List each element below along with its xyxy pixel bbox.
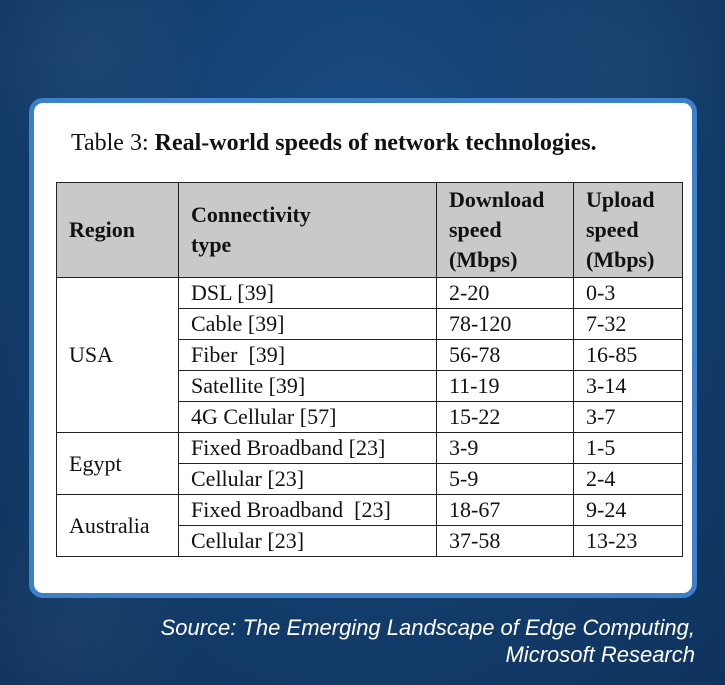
type-cell: Satellite [39] — [178, 370, 437, 402]
type-cell: Cellular [23] — [178, 525, 437, 557]
table-row: Fiber [39] 56-78 16-85 — [57, 339, 683, 371]
header-upload-line2: speed — [586, 217, 639, 242]
download-cell: 11-19 — [436, 370, 574, 402]
upload-cell: 9-24 — [573, 494, 683, 526]
type-cell: Fixed Broadband [23] — [178, 494, 437, 526]
header-region-label: Region — [69, 217, 135, 242]
header-connectivity: Connectivity type — [178, 182, 437, 278]
download-cell: 15-22 — [436, 401, 574, 433]
source-attribution: Source: The Emerging Landscape of Edge C… — [55, 614, 695, 668]
header-download-line3: (Mbps) — [449, 247, 518, 272]
download-cell: 18-67 — [436, 494, 574, 526]
download-cell: 37-58 — [436, 525, 574, 557]
download-cell: 3-9 — [436, 432, 574, 464]
header-connectivity-line1: Connectivity — [191, 202, 311, 227]
table-row: Australia Fixed Broadband [23] 18-67 9-2… — [56, 494, 683, 557]
region-cell: Australia — [56, 494, 179, 557]
header-upload: Upload speed (Mbps) — [573, 182, 683, 278]
upload-cell: 3-14 — [573, 370, 683, 402]
type-cell: DSL [39] — [178, 277, 437, 309]
source-line1: Source: The Emerging Landscape of Edge C… — [160, 615, 695, 640]
source-line2: Microsoft Research — [505, 642, 695, 667]
upload-cell: 3-7 — [573, 401, 683, 433]
table-row: Egypt Fixed Broadband [23] 3-9 1-5 — [56, 432, 683, 495]
header-download-line2: speed — [449, 217, 502, 242]
header-upload-line3: (Mbps) — [586, 247, 655, 272]
download-cell: 56-78 — [436, 339, 574, 371]
type-cell: Cellular [23] — [178, 463, 437, 495]
table-row: USA DSL [39] 2-20 0-3 — [56, 277, 683, 433]
region-cell: USA — [56, 277, 179, 433]
upload-cell: 2-4 — [573, 463, 683, 495]
type-cell: 4G Cellular [57] — [178, 401, 437, 433]
download-cell: 78-120 — [436, 308, 574, 340]
header-upload-line1: Upload — [586, 187, 655, 212]
table-row: Satellite [39] 11-19 3-14 — [57, 370, 683, 402]
download-cell: 2-20 — [436, 277, 574, 309]
upload-cell: 16-85 — [573, 339, 683, 371]
header-download: Download speed (Mbps) — [436, 182, 574, 278]
header-region: Region — [56, 182, 179, 278]
region-cell: Egypt — [56, 432, 179, 495]
type-cell: Fiber [39] — [178, 339, 437, 371]
table-row: Cellular [23] 37-58 13-23 — [57, 525, 683, 557]
download-cell: 5-9 — [436, 463, 574, 495]
type-cell: Cable [39] — [178, 308, 437, 340]
table-caption: Table 3: Real-world speeds of network te… — [71, 130, 671, 157]
upload-cell: 7-32 — [573, 308, 683, 340]
upload-cell: 1-5 — [573, 432, 683, 464]
header-connectivity-line2: type — [191, 232, 232, 257]
header-download-line1: Download — [449, 187, 545, 212]
speeds-table: Region Connectivity type Download speed (Mb… — [56, 182, 683, 557]
upload-cell: 13-23 — [573, 525, 683, 557]
caption-prefix: Table 3: — [71, 130, 155, 156]
table-card: Table 3: Real-world speeds of network te… — [29, 98, 697, 598]
upload-cell: 0-3 — [573, 277, 683, 309]
header-row: Region Connectivity type Download speed (Mb… — [56, 182, 683, 278]
caption-title: Real-world speeds of network technologie… — [154, 130, 597, 156]
type-cell: Fixed Broadband [23] — [178, 432, 437, 464]
